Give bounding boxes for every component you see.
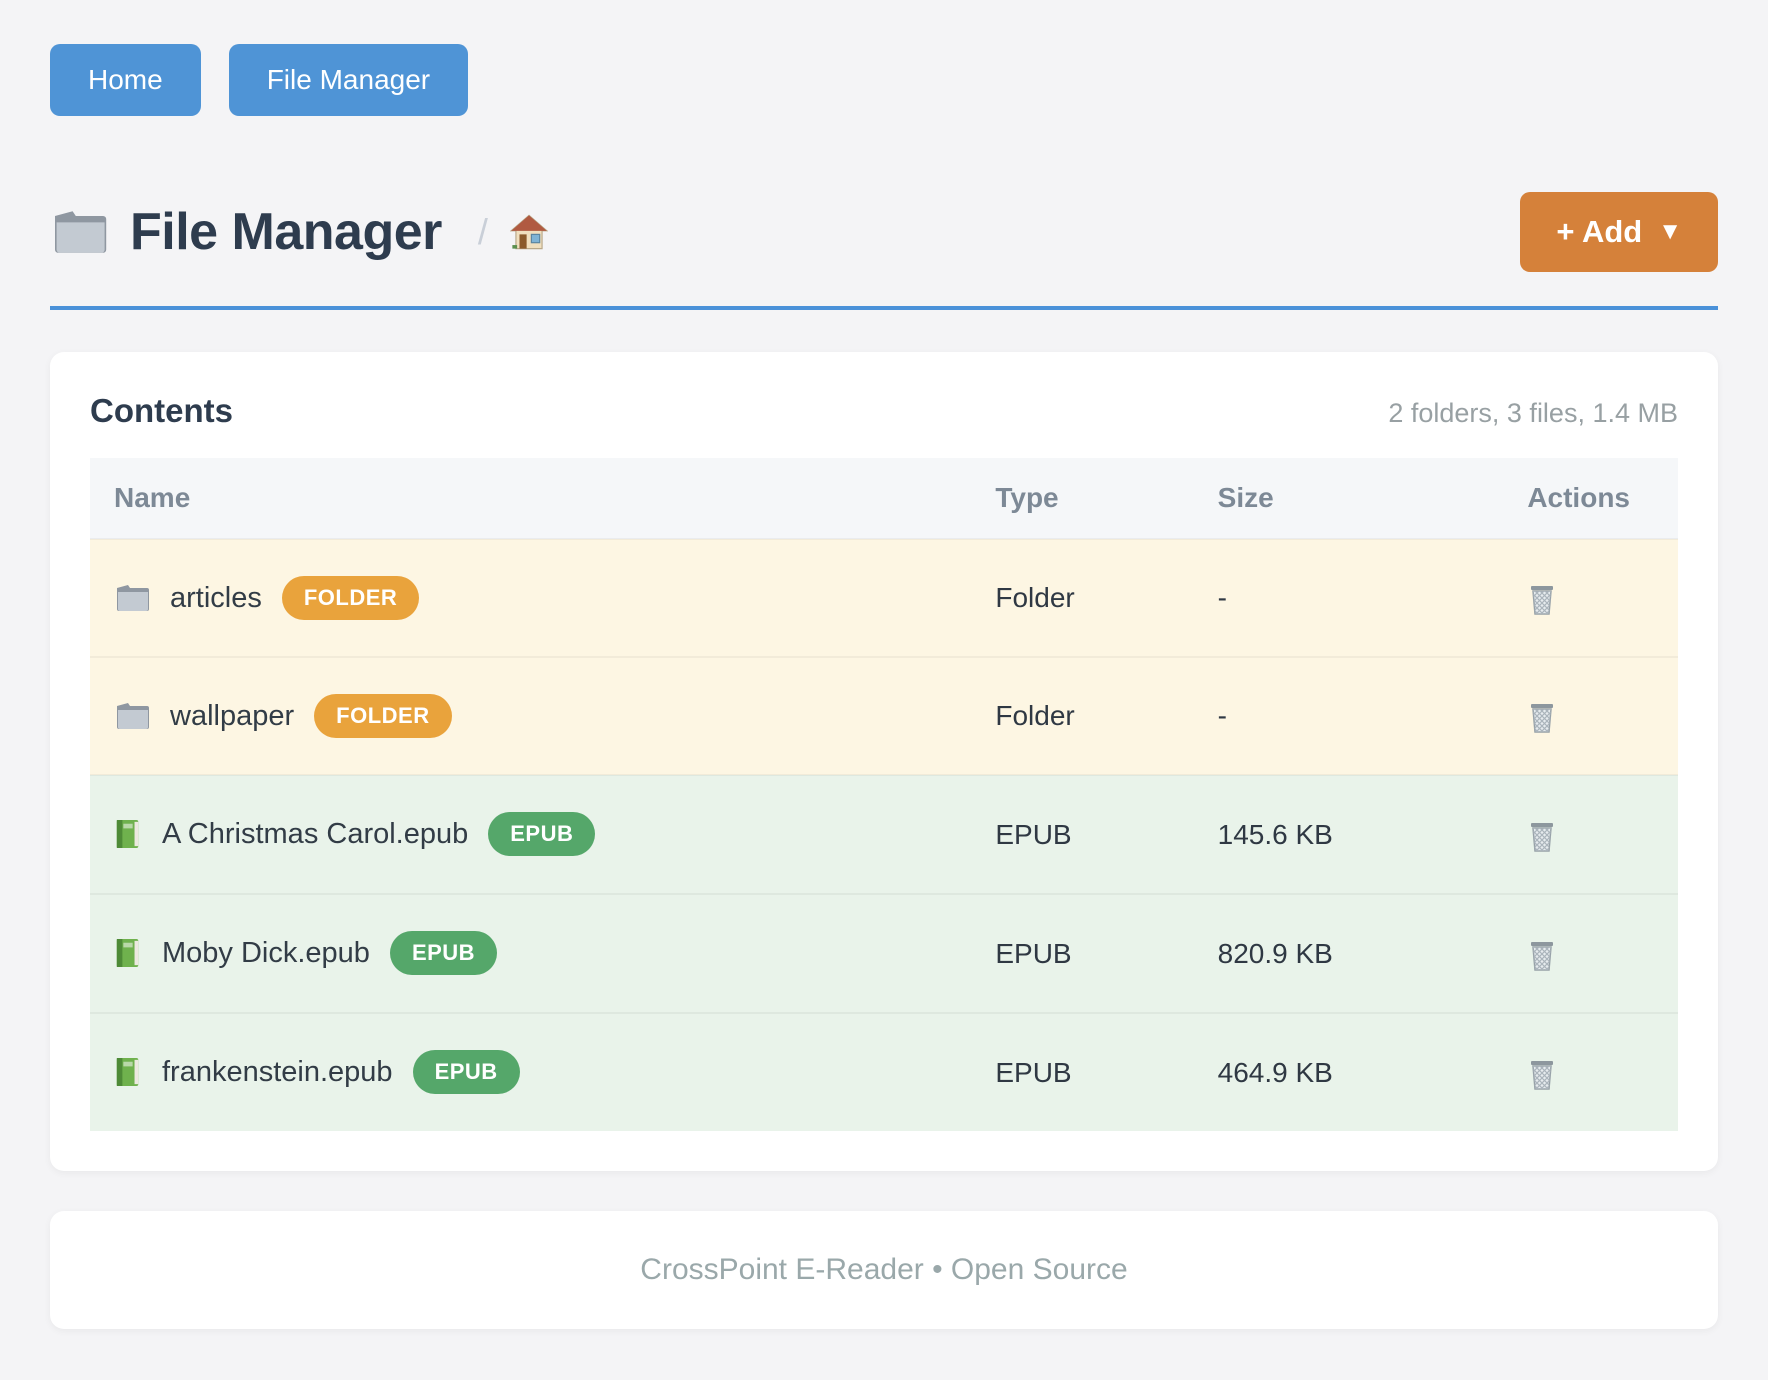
book-icon xyxy=(114,937,142,969)
delete-button[interactable] xyxy=(1527,939,1557,973)
page-title: File Manager xyxy=(130,203,442,261)
cell-size: 145.6 KB xyxy=(1217,818,1333,850)
cell-size: - xyxy=(1217,582,1227,613)
cell-size: - xyxy=(1217,700,1227,731)
chevron-down-icon: ▼ xyxy=(1658,218,1682,245)
entry-link[interactable]: wallpaper FOLDER xyxy=(114,694,452,738)
contents-heading: Contents xyxy=(90,392,233,429)
trash-icon xyxy=(1527,939,1557,973)
cell-type: EPUB xyxy=(995,937,1072,969)
breadcrumb-home-link[interactable] xyxy=(509,214,549,250)
book-icon xyxy=(114,818,142,850)
row-name: wallpaper xyxy=(170,699,295,732)
page: Home File Manager File Manager / xyxy=(50,44,1718,1329)
folder-title-icon xyxy=(50,208,108,256)
table-row: wallpaper FOLDER Folder - xyxy=(90,657,1678,775)
table-row: Moby Dick.epub EPUB EPUB 820.9 KB xyxy=(90,894,1678,1013)
type-badge: EPUB xyxy=(389,931,498,975)
cell-type: EPUB xyxy=(995,818,1072,850)
row-name: frankenstein.epub xyxy=(162,1055,393,1088)
entry-link[interactable]: frankenstein.epub EPUB xyxy=(114,1050,520,1094)
header-divider xyxy=(50,306,1718,310)
cell-size: 464.9 KB xyxy=(1217,1056,1333,1088)
type-badge: FOLDER xyxy=(281,576,420,620)
contents-card: Contents 2 folders, 3 files, 1.4 MB Name… xyxy=(50,352,1718,1171)
entry-link[interactable]: Moby Dick.epub EPUB xyxy=(114,931,498,975)
book-icon xyxy=(114,1056,142,1088)
contents-table: Name Type Size Actions xyxy=(90,458,1678,1131)
cell-size: 820.9 KB xyxy=(1217,937,1333,969)
title-group: File Manager / xyxy=(50,202,549,262)
contents-summary: 2 folders, 3 files, 1.4 MB xyxy=(1388,398,1678,428)
type-badge: FOLDER xyxy=(314,694,452,738)
table-row: A Christmas Carol.epub EPUB EPUB 145.6 K… xyxy=(90,775,1678,894)
delete-button[interactable] xyxy=(1527,583,1557,617)
add-button-label: + Add xyxy=(1556,214,1643,249)
cell-type: Folder xyxy=(995,700,1075,731)
nav-file-manager-button[interactable]: File Manager xyxy=(228,44,469,116)
entry-link[interactable]: articles FOLDER xyxy=(114,576,420,620)
footer-text: CrossPoint E-Reader • Open Source xyxy=(640,1253,1128,1286)
top-nav: Home File Manager xyxy=(50,44,1718,116)
type-badge: EPUB xyxy=(412,1050,520,1094)
trash-icon xyxy=(1527,1058,1557,1092)
column-header-size: Size xyxy=(1193,458,1504,539)
folder-icon xyxy=(114,583,150,613)
row-name: A Christmas Carol.epub xyxy=(162,817,469,850)
page-header: File Manager / + Add ▼ xyxy=(50,192,1718,272)
row-name: articles xyxy=(170,581,262,614)
row-name: Moby Dick.epub xyxy=(162,936,370,969)
table-row: frankenstein.epub EPUB EPUB 464.9 KB xyxy=(90,1013,1678,1131)
trash-icon xyxy=(1527,701,1557,735)
column-header-type: Type xyxy=(971,458,1194,539)
add-button[interactable]: + Add ▼ xyxy=(1520,192,1718,272)
table-header-row: Name Type Size Actions xyxy=(90,458,1678,539)
column-header-actions: Actions xyxy=(1503,458,1678,539)
home-icon xyxy=(509,214,549,250)
cell-type: EPUB xyxy=(995,1056,1072,1088)
trash-icon xyxy=(1527,583,1557,617)
nav-home-button[interactable]: Home xyxy=(50,44,201,116)
delete-button[interactable] xyxy=(1527,1058,1557,1092)
type-badge: EPUB xyxy=(488,812,596,856)
breadcrumb-separator: / xyxy=(477,211,488,252)
table-row: articles FOLDER Folder - xyxy=(90,539,1678,657)
column-header-name: Name xyxy=(90,458,972,539)
footer-card: CrossPoint E-Reader • Open Source xyxy=(50,1211,1718,1329)
contents-card-header: Contents 2 folders, 3 files, 1.4 MB xyxy=(90,392,1678,430)
contents-table-body: articles FOLDER Folder - xyxy=(90,539,1678,1131)
cell-type: Folder xyxy=(995,582,1075,613)
trash-icon xyxy=(1527,820,1557,854)
delete-button[interactable] xyxy=(1527,701,1557,735)
entry-link[interactable]: A Christmas Carol.epub EPUB xyxy=(114,812,596,856)
folder-icon xyxy=(114,701,150,731)
delete-button[interactable] xyxy=(1527,820,1557,854)
